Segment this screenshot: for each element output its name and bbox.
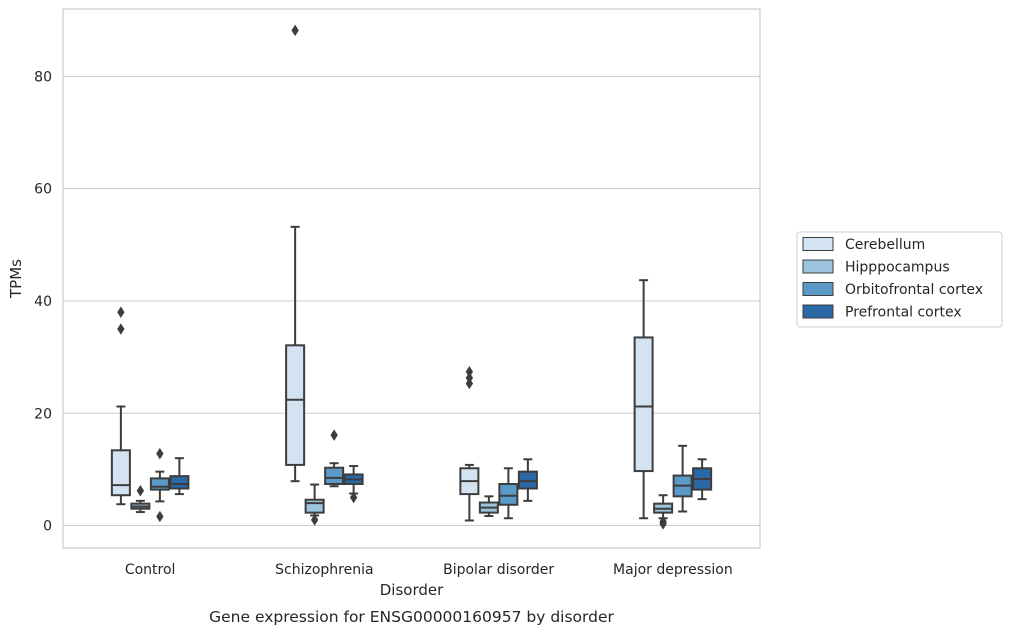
x-tick-label: Bipolar disorder <box>443 562 554 578</box>
box-iqr <box>498 482 519 506</box>
legend-label: Prefrontal cortex <box>845 305 962 321</box>
y-tick-label: 20 <box>34 406 52 422</box>
y-tick-label: 0 <box>43 519 52 535</box>
x-tick-labels: Control Schizophrenia Bipolar disorder Majo… <box>125 562 733 578</box>
legend-label: Hipppocampus <box>845 260 950 276</box>
y-tick-labels: 0 20 40 60 80 <box>34 69 52 534</box>
outlier-point <box>330 429 338 441</box>
box-iqr <box>169 475 190 490</box>
outlier-point <box>117 323 125 335</box>
box-group <box>478 495 499 517</box>
box-iqr <box>633 336 654 473</box>
box-group <box>324 429 345 488</box>
legend-item: Cerebellum <box>802 237 925 253</box>
outlier-point <box>136 484 145 497</box>
box-layer <box>110 24 713 530</box>
legend-label: Cerebellum <box>845 237 925 253</box>
outlier-point <box>156 447 164 460</box>
legend-item: Orbitofrontal cortex <box>802 282 983 298</box>
box-group <box>633 279 654 520</box>
y-tick-label: 40 <box>34 294 52 310</box>
x-tick-label: Schizophrenia <box>275 562 373 578</box>
box-group <box>110 306 131 506</box>
box-group <box>653 494 674 530</box>
x-tick-label: Major depression <box>613 562 733 578</box>
box-group <box>517 458 538 502</box>
box-group <box>459 365 480 522</box>
box-iqr <box>517 470 538 490</box>
legend-swatch <box>802 237 834 251</box>
box-iqr <box>149 477 170 491</box>
y-tick-label: 80 <box>34 69 52 85</box>
box-iqr <box>285 344 306 466</box>
box-group <box>169 457 190 496</box>
box-group <box>343 465 364 504</box>
outlier-point <box>291 24 299 37</box>
legend: Cerebellum Hipppocampus Orbitofrontal cort… <box>796 231 1003 328</box>
chart-caption: Gene expression for ENSG00000160957 by d… <box>209 608 614 626</box>
plot-frame <box>62 8 761 549</box>
x-axis-label: Disorder <box>380 581 444 599</box>
legend-frame <box>796 231 1003 328</box>
outlier-point <box>310 514 319 526</box>
box-iqr <box>324 466 345 485</box>
outlier-point <box>465 365 474 378</box>
y-tick-label: 60 <box>34 182 52 198</box>
box-group <box>498 467 519 520</box>
legend-item: Hipppocampus <box>802 259 950 276</box>
outlier-point <box>659 515 667 528</box>
box-iqr <box>304 498 325 514</box>
box-group <box>130 484 151 514</box>
legend-swatch <box>802 304 834 319</box>
legend-item: Prefrontal cortex <box>802 304 962 321</box>
outlier-point <box>156 510 164 523</box>
box-group <box>304 483 325 526</box>
outlier-point <box>465 372 474 384</box>
legend-swatch <box>802 259 834 274</box>
x-tick-label: Control <box>125 562 176 578</box>
y-axis-label: TPMs <box>7 259 25 299</box>
box-group <box>672 444 693 513</box>
plot-background <box>63 9 760 548</box>
box-group <box>285 24 306 483</box>
legend-swatch <box>802 282 834 296</box>
legend-label: Orbitofrontal cortex <box>845 282 983 298</box>
box-group <box>692 458 713 501</box>
outlier-point <box>349 491 358 504</box>
outlier-point <box>117 306 125 318</box>
box-iqr <box>110 449 131 497</box>
box-group <box>149 447 170 523</box>
